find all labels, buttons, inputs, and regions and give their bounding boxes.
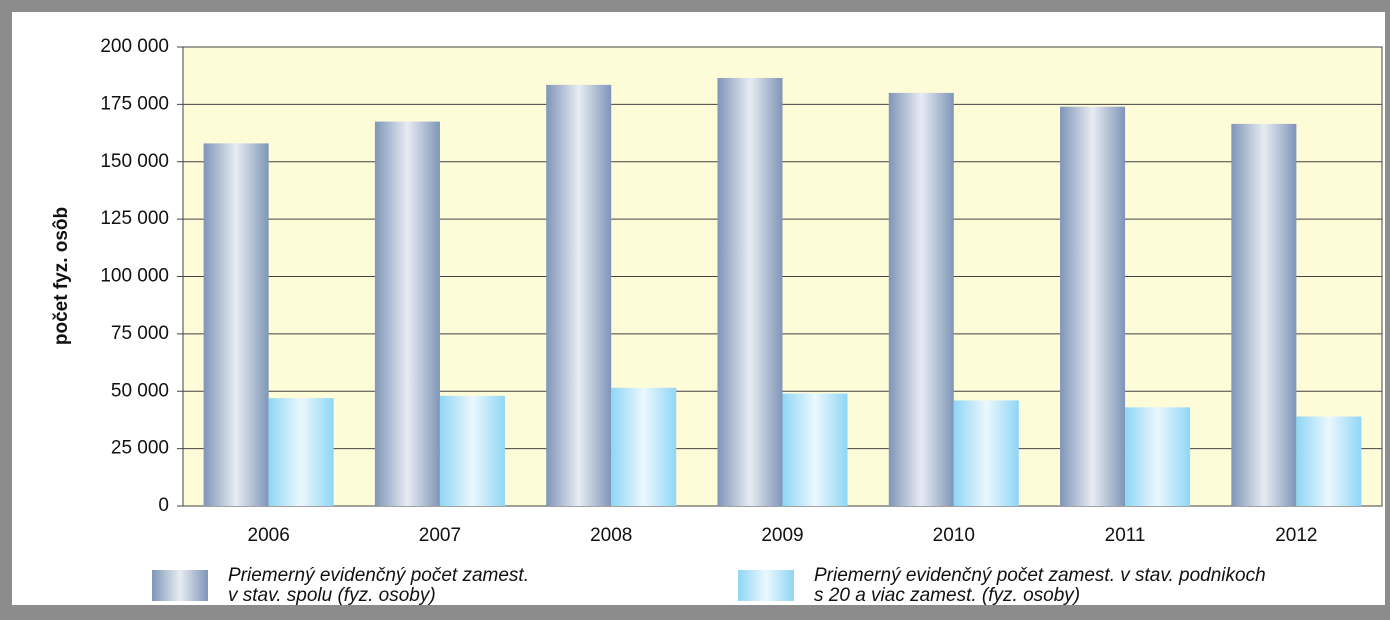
bar [268,398,334,506]
bar [1125,407,1191,506]
y-tick-label: 125 000 [100,208,169,229]
x-tick-label: 2008 [590,525,632,546]
y-tick-label: 100 000 [100,266,169,287]
legend-label: Priemerný evidenčný počet zamest. v stav… [814,565,1266,606]
bar [611,387,677,506]
y-tick-label: 75 000 [111,323,169,344]
bar [439,395,505,506]
x-tick-label: 2010 [933,525,975,546]
bar [374,121,440,507]
bar [1296,416,1362,506]
y-tick-label: 175 000 [100,93,169,114]
x-tick-label: 2012 [1275,525,1317,546]
bar [203,143,269,506]
bar [888,92,954,507]
bar [546,84,612,507]
y-axis-label: počet fyz. osôb [51,207,72,345]
y-tick-label: 0 [158,495,169,516]
bar [1231,123,1297,506]
x-tick-label: 2011 [1105,525,1146,546]
legend-swatch [152,570,208,601]
bar [953,400,1019,506]
x-tick-label: 2006 [248,525,290,546]
y-tick-label: 50 000 [111,380,169,401]
y-tick-label: 25 000 [111,438,169,459]
bar [717,77,783,507]
x-tick-label: 2009 [761,525,803,546]
y-tick-label: 150 000 [100,151,169,172]
legend-label: Priemerný evidenčný počet zamest. v stav… [228,565,529,606]
y-tick-label: 200 000 [100,36,169,57]
legend-swatch [738,570,794,601]
bar [782,393,848,506]
x-tick-label: 2007 [419,525,461,546]
bar [1060,106,1126,507]
